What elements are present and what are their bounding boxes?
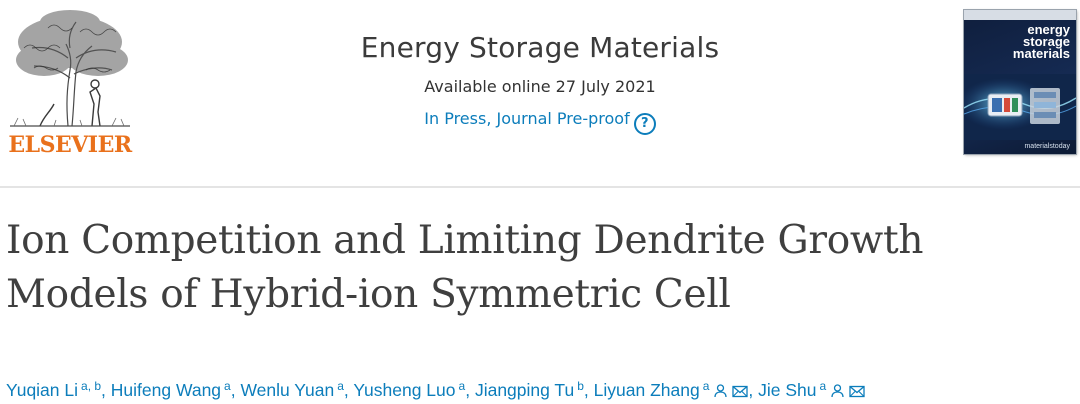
email-icon[interactable] (849, 385, 865, 398)
affiliation-marker: a (458, 379, 466, 393)
journal-title-link[interactable]: Energy Storage Materials (360, 31, 720, 64)
affiliation-marker: b (577, 379, 584, 393)
email-icon[interactable] (732, 385, 749, 398)
availability-date: Available online 27 July 2021 (424, 77, 656, 96)
author-link[interactable]: Huifeng Wang a (110, 379, 231, 400)
pre-proof-status-link[interactable]: In Press, Journal Pre-proof (424, 109, 630, 128)
cover-title: energy storage materials (1012, 22, 1070, 61)
author-link[interactable]: Jie Shu a (758, 379, 865, 400)
header-divider (0, 186, 1080, 188)
cover-battery-illustration (964, 74, 1076, 140)
cover-top-bar (964, 10, 1076, 20)
author-link[interactable]: Wenlu Yuan a (240, 379, 344, 400)
cover-publisher-mark: materialstoday (1024, 143, 1070, 150)
help-icon[interactable]: ? (633, 113, 656, 135)
author-list: Yuqian Li a, b, Huifeng Wang a, Wenlu Yuan… (6, 374, 1076, 402)
publisher-wordmark: ELSEVIER (8, 132, 132, 158)
affiliation-marker: a (337, 379, 344, 393)
elsevier-tree-icon (10, 10, 130, 127)
journal-cover-image[interactable]: energy storage materials materialstoday (964, 10, 1076, 154)
article-title: Ion Competition and Limiting Dendrite Gr… (6, 218, 924, 317)
article-header: ELSEVIER Energy Storage Materials Availa… (0, 0, 1080, 186)
article-status: In Press, Journal Pre-proof? (290, 106, 790, 135)
author-link[interactable]: Yuqian Li a, b (6, 379, 102, 400)
publisher-logo[interactable]: ELSEVIER (4, 8, 136, 158)
author-link[interactable]: Jiangping Tu b (474, 379, 584, 400)
affiliation-marker: a (702, 379, 710, 393)
affiliation-marker: a (224, 379, 231, 393)
affiliation-marker: a (819, 379, 827, 393)
person-icon (714, 384, 728, 398)
person-icon (831, 384, 844, 398)
journal-info: Energy Storage Materials Available onlin… (290, 26, 790, 135)
author-link[interactable]: Yusheng Luo a (353, 379, 466, 400)
affiliation-marker: a, b (81, 379, 102, 393)
author-link[interactable]: Liyuan Zhang a (594, 379, 749, 400)
